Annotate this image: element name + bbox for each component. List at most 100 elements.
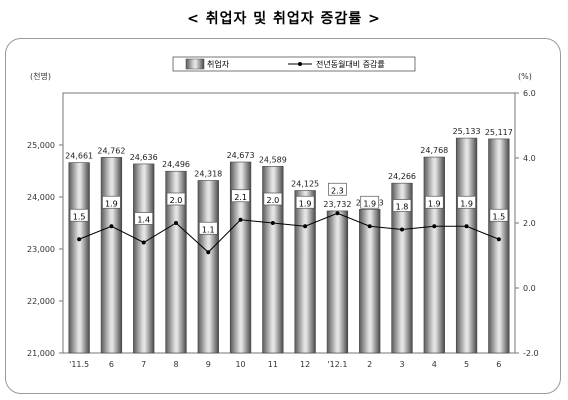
employment-bar	[391, 182, 413, 354]
growth-rate-label: 1.1	[202, 225, 215, 234]
employment-bar	[68, 162, 90, 354]
employment-bar	[294, 190, 316, 354]
growth-rate-label-box	[392, 199, 412, 212]
x-tick-label: 6	[109, 360, 114, 369]
growth-rate-label-box	[231, 189, 250, 203]
employment-bar	[423, 156, 445, 354]
growth-rate-label-box	[134, 212, 154, 225]
right-axis-tick-label: 2.0	[523, 219, 536, 228]
bar-value-label: 24,762	[97, 146, 125, 155]
x-tick-label: '11.5	[69, 360, 89, 369]
growth-rate-label: 1.9	[105, 199, 118, 208]
left-axis-tick-label: 22,000	[27, 297, 55, 306]
legend-line-marker	[298, 62, 302, 66]
bar-value-label: 24,125	[291, 180, 319, 189]
growth-rate-label: 2.0	[170, 196, 183, 205]
growth-rate-label-box	[166, 192, 186, 206]
legend-line-label: 전년동월대비 증감률	[316, 59, 385, 69]
bar-value-label: 24,768	[420, 146, 448, 155]
plot-area	[62, 92, 516, 354]
employment-bar	[197, 180, 219, 354]
growth-rate-label-box	[457, 195, 476, 209]
growth-rate-label-box	[489, 208, 509, 222]
growth-rate-label: 1.9	[363, 199, 376, 208]
left-axis-tick-label: 25,000	[27, 141, 55, 150]
bar-value-label: 25,133	[453, 127, 481, 136]
x-tick-label: 6	[496, 360, 501, 369]
growth-rate-label: 2.3	[331, 186, 344, 195]
x-tick-label: 10	[235, 360, 245, 369]
x-tick-label: 4	[432, 360, 437, 369]
employment-bar	[262, 166, 284, 354]
employment-bar	[326, 210, 349, 354]
growth-rate-label: 1.9	[428, 199, 441, 208]
growth-rate-point	[432, 224, 437, 229]
growth-rate-label-box	[263, 192, 283, 206]
growth-rate-label: 2.0	[266, 196, 279, 205]
bar-value-label: 24,318	[194, 169, 222, 178]
growth-rate-point	[496, 237, 501, 242]
growth-rate-label-box	[69, 208, 89, 222]
x-tick-label: 8	[173, 360, 178, 369]
growth-rate-point	[367, 224, 372, 229]
growth-rate-label: 1.9	[460, 199, 473, 208]
x-tick-label: 3	[399, 360, 404, 369]
growth-rate-line	[78, 212, 500, 253]
x-tick-label: 9	[206, 360, 211, 369]
bar-value-label: 24,266	[388, 172, 416, 181]
left-axis-tick-label: 24,000	[27, 193, 55, 202]
bar-value-label: 23,732	[323, 200, 351, 209]
growth-rate-point	[335, 211, 340, 216]
x-tick-label: 2	[367, 360, 372, 369]
growth-rate-point	[464, 224, 469, 229]
growth-rate-point	[109, 224, 114, 229]
growth-rate-label: 1.8	[396, 203, 409, 212]
employment-bar	[165, 170, 187, 354]
employment-bar	[100, 157, 123, 354]
right-axis-tick-label: 4.0	[523, 154, 536, 163]
right-axis-tick-label: -2.0	[523, 349, 539, 358]
x-tick-label: 5	[464, 360, 469, 369]
employment-bar	[133, 163, 155, 354]
x-tick-label: 12	[300, 360, 310, 369]
growth-rate-label-box	[328, 182, 347, 196]
growth-rate-point	[77, 237, 82, 242]
growth-rate-label: 1.9	[299, 199, 312, 208]
bar-value-label: 24,496	[162, 160, 190, 169]
employment-bar	[229, 161, 252, 354]
legend-bar-label: 취업자	[207, 60, 230, 69]
growth-rate-point	[400, 227, 404, 232]
bar-value-label: 24,636	[130, 153, 158, 162]
x-tick-label: '12.1	[327, 360, 347, 369]
bar-value-label: 24,661	[65, 152, 93, 161]
growth-rate-label-box	[295, 195, 315, 209]
right-axis-unit: (%)	[518, 72, 532, 81]
bar-value-label: 25,117	[485, 128, 513, 137]
right-axis-tick-label: 6.0	[523, 89, 536, 98]
chart-title: < 취업자 및 취업자 증감률 >	[187, 11, 381, 27]
growth-rate-label: 1.4	[137, 216, 150, 225]
growth-rate-point	[141, 240, 146, 245]
x-tick-label: 7	[141, 360, 146, 369]
employment-bar	[488, 138, 510, 354]
bar-value-label: 24,673	[227, 151, 255, 160]
left-axis-tick-label: 23,000	[27, 245, 55, 254]
x-tick-label: 11	[268, 360, 278, 369]
growth-rate-point	[174, 221, 178, 225]
growth-rate-label-box	[102, 195, 121, 209]
growth-rate-label-box	[424, 195, 444, 209]
growth-rate-point	[238, 217, 243, 222]
left-axis-unit: (천명)	[30, 71, 51, 81]
legend-bar-swatch	[185, 58, 205, 70]
growth-rate-label: 2.1	[234, 193, 247, 202]
employment-bar	[359, 209, 381, 354]
left-axis-tick-label: 21,000	[27, 349, 55, 358]
employment-bar	[455, 137, 478, 354]
growth-rate-label: 1.5	[73, 212, 86, 221]
growth-rate-label: 1.5	[492, 212, 505, 221]
growth-rate-point	[303, 224, 308, 229]
bar-value-label: 24,589	[259, 155, 287, 164]
growth-rate-point	[206, 250, 211, 255]
right-axis-tick-label: 0.0	[523, 284, 536, 293]
